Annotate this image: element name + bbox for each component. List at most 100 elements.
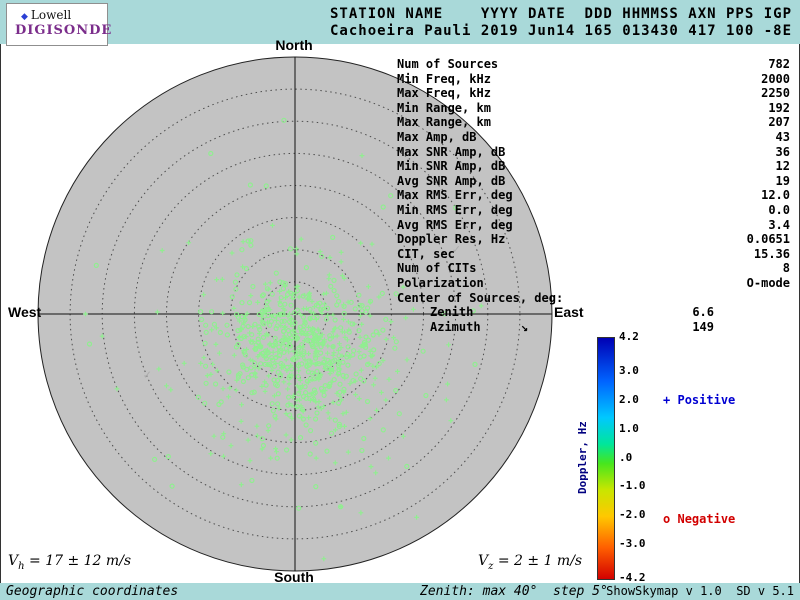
info-value: 3.4 <box>768 217 790 232</box>
info-value: 12 <box>775 159 790 174</box>
header-column-titles: STATION NAME YYYY DATE DDD HHMMSS AXN PP… <box>329 6 792 22</box>
info-label: Max Freq, kHz <box>397 86 491 101</box>
info-row: Max Amp, dB 43 <box>397 130 790 145</box>
vz-value: = 2 ± 1 m/s <box>493 553 583 569</box>
info-label: Max RMS Err, deg <box>397 188 513 203</box>
svg-text:✓: ✓ <box>143 368 152 381</box>
info-row: Avg SNR Amp, dB 19 <box>397 174 790 189</box>
colorbar-tick-label: -2.0 <box>619 507 646 521</box>
info-row: Zenith 6.6 <box>397 305 790 320</box>
header-bar: STATION NAME YYYY DATE DDD HHMMSS AXN PP… <box>0 0 800 44</box>
info-value: 6.6 <box>692 305 714 320</box>
vz-subscript: z <box>488 560 494 572</box>
gray-artifact-marks: ✓✓ <box>143 243 461 381</box>
colorbar-tick-label: 2.0 <box>619 393 639 407</box>
info-row: Center of Sources, deg: <box>397 291 790 306</box>
info-value: 19 <box>775 173 790 188</box>
info-row: Avg RMS Err, deg 3.4 <box>397 218 790 233</box>
app-version-label: ShowSkymap v 1.0 SD v 5.1 <box>606 584 794 598</box>
info-row: Max SNR Amp, dB 36 <box>397 145 790 160</box>
info-row: Min SNR Amp, dB 12 <box>397 159 790 174</box>
colorbar-axis-label: Doppler, Hz <box>576 421 589 494</box>
plus-marker-icon: + <box>663 393 671 407</box>
info-label: Num of CITs <box>397 261 477 276</box>
info-row: Max Range, km 207 <box>397 115 790 130</box>
info-label: Azimuth ↘ <box>430 319 529 334</box>
info-row: CIT, sec 15.36 <box>397 247 790 262</box>
info-label: CIT, sec <box>397 246 455 261</box>
logo-lowell-text: Lowell <box>30 8 72 22</box>
info-label: Polarization <box>397 275 484 290</box>
azimuth-direction-icon: ↘ <box>513 319 529 334</box>
info-value: 43 <box>775 129 790 144</box>
logo-lowell: ◆ Lowell <box>21 8 107 22</box>
circle-marker-icon: o <box>663 512 671 526</box>
colorbar-tick-label: -4.2 <box>619 571 646 584</box>
info-value: 207 <box>768 115 790 130</box>
colorbar-tick-label: -1.0 <box>619 479 646 493</box>
legend-positive-label: Positive <box>677 393 736 407</box>
colorbar-tick-label: .0 <box>619 450 633 464</box>
vh-subscript: h <box>18 560 25 572</box>
lowell-digisonde-logo: ◆ Lowell DIGISONDE <box>6 3 113 46</box>
zenith-range-label: Zenith: max 40° step 5° <box>420 584 608 599</box>
info-value: O-mode <box>746 275 790 290</box>
legend-negative-label: Negative <box>677 512 736 526</box>
info-value: 2250 <box>761 86 790 101</box>
info-label: Center of Sources, deg: <box>397 290 564 305</box>
compass-label-west: West <box>8 304 42 320</box>
svg-text:✓: ✓ <box>452 243 461 256</box>
lowell-diamond-icon: ◆ <box>21 12 28 22</box>
info-row: Doppler Res, Hz 0.0651 <box>397 232 790 247</box>
info-label: Max SNR Amp, dB <box>397 144 506 159</box>
colorbar-tick-label: -3.0 <box>619 536 646 550</box>
info-label: Max Amp, dB <box>397 129 477 144</box>
header-station-values: Cachoeira Pauli 2019 Jun14 165 013430 41… <box>329 23 792 39</box>
vh-symbol: V <box>8 553 19 569</box>
info-label: Zenith <box>430 305 474 320</box>
info-row: Azimuth ↘ 149 <box>397 320 790 335</box>
info-value: 12.0 <box>761 188 790 203</box>
info-row: Min Freq, kHz 2000 <box>397 72 790 87</box>
info-value: 8 <box>782 261 790 276</box>
colorbar-tick-labels: 4.2 3.0 2.0 1.0 .0 -1.0 -2.0 -3.0 -4.2 <box>619 331 661 584</box>
info-label: Min SNR Amp, dB <box>397 159 506 174</box>
status-bar: Geographic coordinates Zenith: max 40° s… <box>0 583 800 600</box>
info-label: Avg RMS Err, deg <box>397 217 513 232</box>
info-label: Min Freq, kHz <box>397 71 491 86</box>
vz-symbol: V <box>478 553 489 569</box>
compass-label-north: North <box>275 37 313 53</box>
info-value: 15.36 <box>753 246 790 261</box>
info-row: Min RMS Err, deg 0.0 <box>397 203 790 218</box>
info-label: Max Range, km <box>397 115 491 130</box>
vertical-velocity-label: Vz = 2 ± 1 m/s <box>478 553 582 572</box>
info-value: 192 <box>768 100 790 115</box>
compass-label-south: South <box>274 569 314 585</box>
info-row: Min Range, km 192 <box>397 101 790 116</box>
legend-positive: + Positive <box>663 393 735 407</box>
scatter-points-negative <box>86 117 478 511</box>
compass-label-east: East <box>554 304 584 320</box>
legend-negative: o Negative <box>663 512 735 526</box>
info-value: 0.0651 <box>746 232 790 247</box>
info-row: Max RMS Err, deg 12.0 <box>397 188 790 203</box>
info-value: 2000 <box>761 71 790 86</box>
info-row: Num of CITs 8 <box>397 261 790 276</box>
info-label: Num of Sources <box>397 57 499 71</box>
info-label: Min Range, km <box>397 100 491 115</box>
info-row: Polarization O-mode <box>397 276 790 291</box>
horizontal-velocity-label: Vh = 17 ± 12 m/s <box>8 553 131 572</box>
info-value: 782 <box>768 57 790 71</box>
info-label: Avg SNR Amp, dB <box>397 173 506 188</box>
logo-digisonde-text: DIGISONDE <box>15 23 113 38</box>
info-row: Num of Sources 782 <box>397 57 790 72</box>
info-label: Min RMS Err, deg <box>397 202 513 217</box>
info-label: Doppler Res, Hz <box>397 232 506 247</box>
colorbar-tick-label: 4.2 <box>619 330 639 343</box>
measurement-info-panel: Num of Sources 782 Min Freq, kHz 2000 Max Fr… <box>397 57 790 334</box>
info-value: 149 <box>692 319 714 334</box>
doppler-colorbar <box>597 337 615 580</box>
info-row: Max Freq, kHz 2250 <box>397 86 790 101</box>
